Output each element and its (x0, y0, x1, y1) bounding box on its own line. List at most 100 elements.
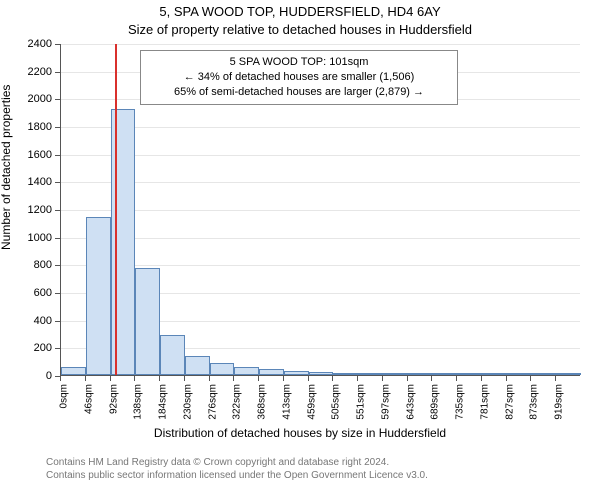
ytick-label: 2000 (0, 93, 52, 105)
xtick-label: 873sqm (529, 384, 540, 420)
ytick-label: 2400 (0, 38, 52, 50)
ytick-label: 1600 (0, 149, 52, 161)
gridline (61, 238, 580, 239)
xtick-label: 322sqm (232, 384, 243, 420)
histogram-bar (259, 369, 284, 375)
ytick-label: 2200 (0, 66, 52, 78)
ytick-label: 1400 (0, 176, 52, 188)
gridline (61, 210, 580, 211)
info-line-2: ← 34% of detached houses are smaller (1,… (149, 70, 449, 85)
y-axis-label: Number of detached properties (0, 85, 13, 250)
footer-line-1: Contains HM Land Registry data © Crown c… (46, 456, 428, 469)
xtick-mark (481, 376, 482, 381)
xtick-mark (530, 376, 531, 381)
chart-title-subtitle: Size of property relative to detached ho… (0, 22, 600, 37)
histogram-bar (185, 356, 210, 375)
ytick-mark (55, 155, 60, 156)
ytick-label: 600 (0, 287, 52, 299)
xtick-label: 597sqm (380, 384, 391, 420)
xtick-label: 92sqm (108, 384, 119, 414)
gridline (61, 265, 580, 266)
xtick-label: 735sqm (455, 384, 466, 420)
gridline (61, 44, 580, 45)
xtick-label: 827sqm (504, 384, 515, 420)
ytick-label: 1000 (0, 232, 52, 244)
xtick-mark (60, 376, 61, 381)
histogram-bar (457, 373, 482, 375)
ytick-label: 400 (0, 315, 52, 327)
chart-title-address: 5, SPA WOOD TOP, HUDDERSFIELD, HD4 6AY (0, 4, 600, 19)
histogram-bar (507, 373, 532, 375)
ytick-label: 800 (0, 259, 52, 271)
histogram-bar (556, 373, 581, 375)
xtick-mark (110, 376, 111, 381)
info-line-3: 65% of semi-detached houses are larger (… (149, 85, 449, 100)
xtick-mark (332, 376, 333, 381)
xtick-label: 505sqm (331, 384, 342, 420)
xtick-label: 230sqm (182, 384, 193, 420)
histogram-bar (234, 367, 259, 375)
xtick-label: 919sqm (554, 384, 565, 420)
ytick-mark (55, 127, 60, 128)
ytick-mark (55, 182, 60, 183)
xtick-mark (184, 376, 185, 381)
ytick-label: 0 (0, 370, 52, 382)
histogram-bar (309, 372, 334, 375)
property-marker-line (115, 44, 117, 375)
histogram-bar (210, 363, 235, 375)
histogram-bar (333, 373, 358, 375)
xtick-label: 551sqm (356, 384, 367, 420)
xtick-label: 276sqm (207, 384, 218, 420)
xtick-mark (159, 376, 160, 381)
ytick-label: 1800 (0, 121, 52, 133)
xtick-mark (456, 376, 457, 381)
xtick-label: 0sqm (59, 384, 70, 408)
ytick-mark (55, 44, 60, 45)
footer-text: Contains HM Land Registry data © Crown c… (46, 456, 428, 482)
histogram-bar (284, 371, 309, 375)
ytick-mark (55, 238, 60, 239)
xtick-label: 459sqm (306, 384, 317, 420)
xtick-mark (258, 376, 259, 381)
xtick-mark (85, 376, 86, 381)
ytick-mark (55, 210, 60, 211)
histogram-bar (531, 373, 556, 375)
xtick-mark (283, 376, 284, 381)
gridline (61, 127, 580, 128)
xtick-mark (382, 376, 383, 381)
xtick-label: 368sqm (257, 384, 268, 420)
xtick-label: 46sqm (83, 384, 94, 414)
histogram-bar (482, 373, 507, 375)
ytick-mark (55, 293, 60, 294)
xtick-label: 413sqm (281, 384, 292, 420)
histogram-bar (383, 373, 408, 375)
xtick-mark (209, 376, 210, 381)
xtick-label: 643sqm (405, 384, 416, 420)
histogram-bar (358, 373, 383, 375)
x-axis-label: Distribution of detached houses by size … (0, 426, 600, 440)
histogram-bar (86, 217, 111, 375)
footer-line-2: Contains public sector information licen… (46, 469, 428, 482)
xtick-label: 138sqm (133, 384, 144, 420)
gridline (61, 182, 580, 183)
histogram-bar (61, 367, 86, 375)
ytick-label: 1200 (0, 204, 52, 216)
ytick-mark (55, 72, 60, 73)
xtick-label: 689sqm (430, 384, 441, 420)
histogram-bar (135, 268, 160, 375)
histogram-bar (408, 373, 433, 375)
gridline (61, 155, 580, 156)
xtick-mark (233, 376, 234, 381)
ytick-label: 200 (0, 342, 52, 354)
histogram-bar (111, 109, 136, 375)
xtick-mark (308, 376, 309, 381)
xtick-label: 781sqm (479, 384, 490, 420)
ytick-mark (55, 348, 60, 349)
ytick-mark (55, 321, 60, 322)
xtick-mark (357, 376, 358, 381)
xtick-mark (431, 376, 432, 381)
xtick-mark (407, 376, 408, 381)
ytick-mark (55, 265, 60, 266)
info-line-1: 5 SPA WOOD TOP: 101sqm (149, 55, 449, 70)
ytick-mark (55, 99, 60, 100)
